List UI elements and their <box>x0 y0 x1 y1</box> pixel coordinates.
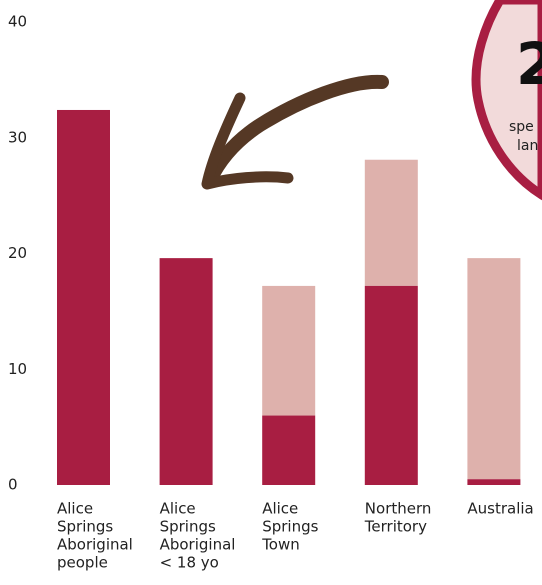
x-tick-label: Alice <box>160 500 196 518</box>
bar-segment <box>262 285 316 416</box>
x-tick-label: Aboriginal <box>160 536 236 554</box>
y-tick-label: 0 <box>8 476 18 494</box>
bar-segment <box>57 109 110 485</box>
x-tick-label: Territory <box>364 518 427 536</box>
y-tick-label: 20 <box>8 244 27 262</box>
x-tick-label: < 18 yo <box>160 554 219 572</box>
x-tick-label: Springs <box>262 518 318 536</box>
x-tick-label: Australia <box>467 500 533 518</box>
bar-segment <box>262 415 316 485</box>
bar-segment <box>467 479 521 485</box>
x-tick-label: Aboriginal <box>57 536 133 554</box>
annotation-text: spe <box>509 119 534 135</box>
bar-segment <box>467 258 521 480</box>
x-tick-label: Town <box>261 536 300 554</box>
x-tick-label: people <box>57 554 108 572</box>
annotation-number: 2 <box>516 30 542 98</box>
x-tick-label: Alice <box>262 500 298 518</box>
y-tick-label: 40 <box>8 13 27 31</box>
annotation-bubble <box>471 0 542 201</box>
annotation-text: lan <box>517 138 538 154</box>
bar-segment <box>364 285 418 485</box>
y-tick-label: 10 <box>8 360 27 378</box>
bar-segment <box>364 159 418 286</box>
x-tick-label: Alice <box>57 500 93 518</box>
y-tick-label: 30 <box>8 128 27 146</box>
x-tick-label: Northern <box>365 500 432 518</box>
arrow <box>201 74 389 190</box>
x-tick-label: Springs <box>57 518 113 536</box>
x-tick-label: Springs <box>160 518 216 536</box>
bar-segment <box>159 258 213 485</box>
